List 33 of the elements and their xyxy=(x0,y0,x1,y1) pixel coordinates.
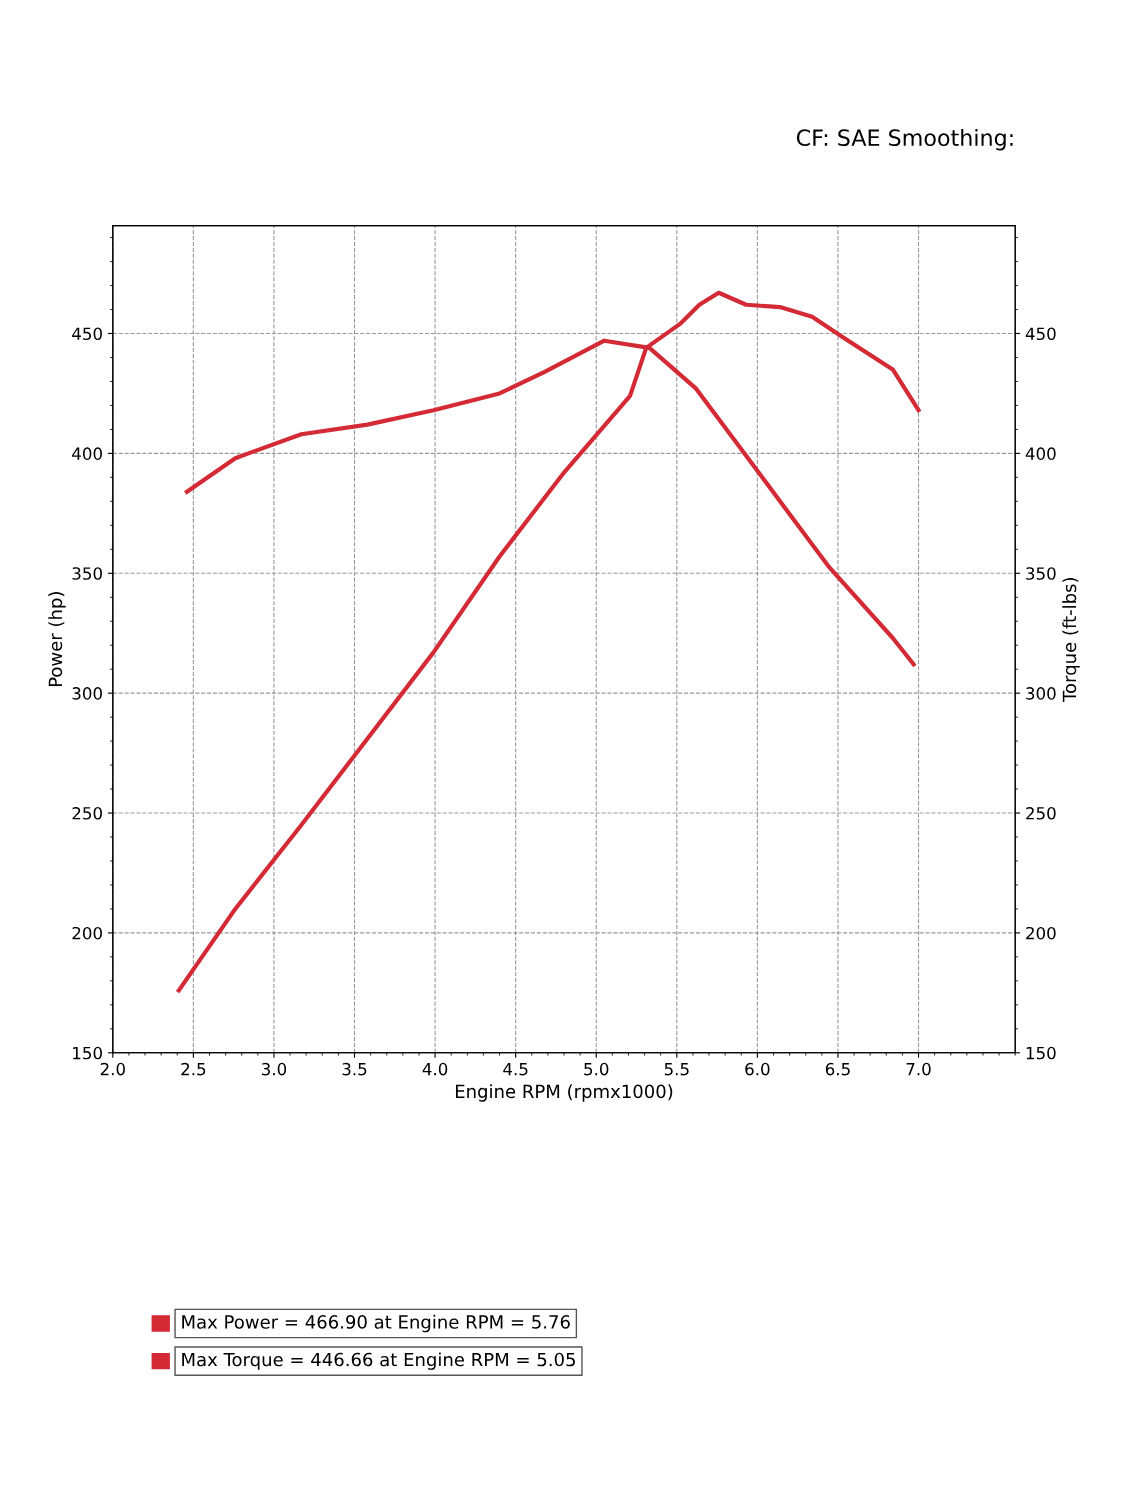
y-tick-label: 450 xyxy=(72,327,102,341)
x-tick-label: 2.0 xyxy=(100,1062,125,1076)
y2-tick-label: 300 xyxy=(1026,687,1056,700)
x-axis-title: Engine RPM (rpmx1000) xyxy=(455,1084,673,1102)
y2-tick-label: 350 xyxy=(1026,567,1056,580)
y-tick-label: 350 xyxy=(72,567,102,580)
line-series xyxy=(176,290,921,993)
y2-tick-label: 150 xyxy=(1026,1046,1056,1060)
y2-axis-title: Torque (ft-lbs) xyxy=(1062,578,1080,702)
x-tick-label: 6.5 xyxy=(825,1062,850,1076)
y-tick-label: 150 xyxy=(73,1046,102,1060)
x-tick-label: 7.0 xyxy=(906,1062,931,1076)
x-tick-label: 4.5 xyxy=(503,1063,528,1076)
y-tick-label: 200 xyxy=(72,926,102,940)
y-tick-label: 250 xyxy=(72,806,102,820)
line-series xyxy=(184,338,916,667)
x-tick-label: 2.5 xyxy=(181,1062,206,1076)
y-axis-title: Power (hp) xyxy=(48,592,66,687)
y-tick-label: 400 xyxy=(72,447,102,460)
y2-tick-label: 450 xyxy=(1025,327,1056,341)
y2-tick-label: 400 xyxy=(1025,447,1056,460)
y2-tick-label: 200 xyxy=(1026,926,1056,940)
y2-tick-label: 250 xyxy=(1026,806,1056,820)
text: Max Torque = 446.66 at Engine RPM = 5.05 xyxy=(182,1352,575,1370)
x-tick-label: 6.0 xyxy=(745,1062,770,1076)
x-tick-label: 5.0 xyxy=(584,1062,609,1076)
text: Max Power = 466.90 at Engine RPM = 5.76 xyxy=(182,1314,570,1333)
x-tick-label: 4.0 xyxy=(422,1062,448,1076)
x-tick-label: 5.5 xyxy=(664,1063,689,1076)
chart-subtitle: CF: SAE Smoothing: xyxy=(796,128,1013,151)
x-tick-label: 3.0 xyxy=(261,1062,287,1076)
x-tick-label: 3.5 xyxy=(342,1062,367,1076)
y-tick-label: 300 xyxy=(72,687,102,700)
